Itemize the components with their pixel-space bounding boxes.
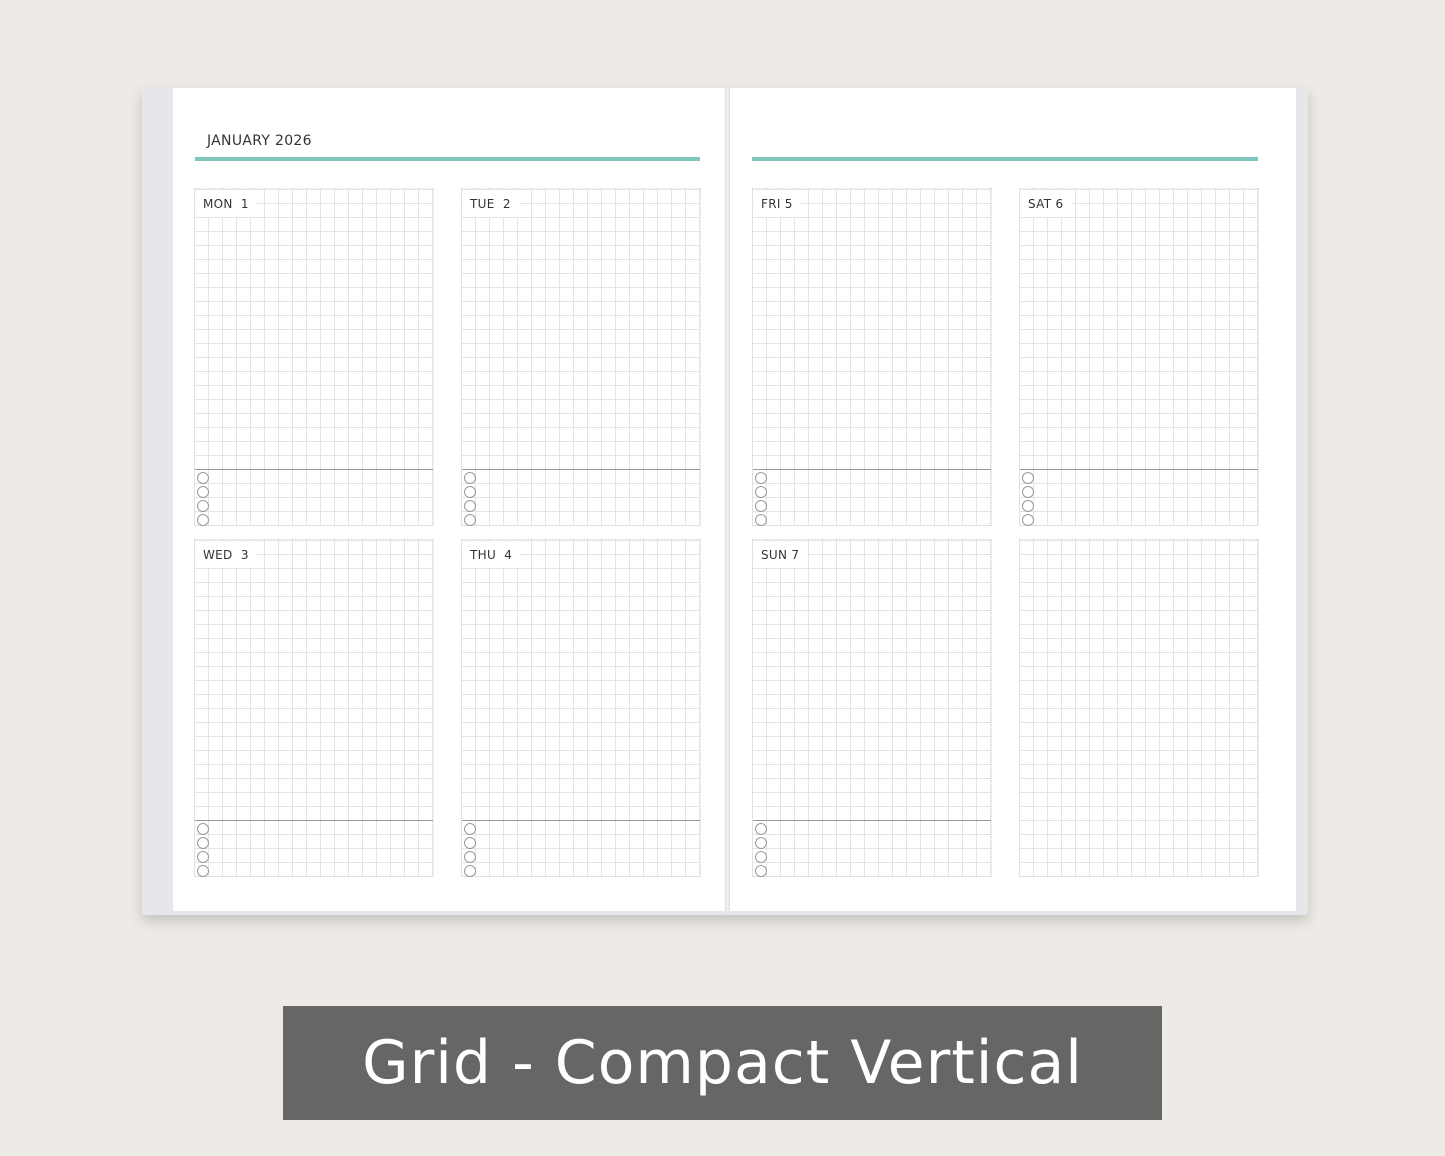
caption-banner: Grid - Compact Vertical (283, 1006, 1162, 1120)
notes-divider (1020, 469, 1258, 470)
day-box: SAT 6 (1019, 188, 1259, 526)
notes-divider (462, 820, 700, 821)
day-box: THU 4 (461, 539, 701, 877)
checkbox-circle-icon[interactable] (464, 472, 476, 484)
checkbox-circle-icon[interactable] (197, 823, 209, 835)
checkbox-circle-icon[interactable] (1022, 500, 1034, 512)
notes-divider (753, 469, 991, 470)
day-box: WED 3 (194, 539, 434, 877)
checkbox-circle-icon[interactable] (197, 500, 209, 512)
checkbox-circle-icon[interactable] (464, 500, 476, 512)
day-box (1019, 539, 1259, 877)
day-box: TUE 2 (461, 188, 701, 526)
checkbox-circle-icon[interactable] (197, 486, 209, 498)
checkbox-circle-icon[interactable] (1022, 472, 1034, 484)
day-label: MON 1 (196, 190, 257, 217)
checkbox-circle-icon[interactable] (1022, 514, 1034, 526)
day-label: FRI 5 (754, 190, 801, 217)
day-label: TUE 2 (463, 190, 519, 217)
checkbox-circle-icon[interactable] (464, 514, 476, 526)
checkbox-circle-icon[interactable] (755, 837, 767, 849)
checkbox-circle-icon[interactable] (464, 823, 476, 835)
day-box: MON 1 (194, 188, 434, 526)
caption-title: Grid - Compact Vertical (362, 1028, 1083, 1098)
checkbox-circle-icon[interactable] (755, 851, 767, 863)
checkbox-circle-icon[interactable] (755, 823, 767, 835)
notes-divider (753, 820, 991, 821)
day-box: FRI 5 (752, 188, 992, 526)
notes-divider (195, 469, 433, 470)
header-rule-left (195, 157, 700, 161)
checkbox-circle-icon[interactable] (464, 837, 476, 849)
checkbox-circle-icon[interactable] (197, 851, 209, 863)
day-box: SUN 7 (752, 539, 992, 877)
day-label: THU 4 (463, 541, 521, 568)
day-label: WED 3 (196, 541, 257, 568)
notes-divider (195, 820, 433, 821)
checkbox-circle-icon[interactable] (755, 500, 767, 512)
checkbox-circle-icon[interactable] (197, 865, 209, 877)
month-title: JANUARY 2026 (207, 133, 312, 149)
checkbox-circle-icon[interactable] (755, 472, 767, 484)
day-label: SAT 6 (1021, 190, 1072, 217)
checkbox-circle-icon[interactable] (197, 837, 209, 849)
checkbox-circle-icon[interactable] (464, 486, 476, 498)
day-label: SUN 7 (754, 541, 808, 568)
checkbox-circle-icon[interactable] (464, 851, 476, 863)
checkbox-circle-icon[interactable] (755, 514, 767, 526)
checkbox-circle-icon[interactable] (197, 514, 209, 526)
book-spine (725, 88, 730, 913)
notes-divider (462, 469, 700, 470)
checkbox-circle-icon[interactable] (755, 486, 767, 498)
checkbox-circle-icon[interactable] (197, 472, 209, 484)
checkbox-circle-icon[interactable] (755, 865, 767, 877)
header-rule-right (752, 157, 1258, 161)
checkbox-circle-icon[interactable] (1022, 486, 1034, 498)
checkbox-circle-icon[interactable] (464, 865, 476, 877)
